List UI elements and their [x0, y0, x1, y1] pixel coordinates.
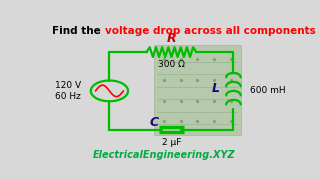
Text: voltage drop across all components: voltage drop across all components — [105, 26, 316, 36]
Text: C: C — [149, 116, 159, 129]
Text: 2 μF: 2 μF — [162, 138, 181, 147]
Text: 120 V: 120 V — [55, 81, 81, 90]
Text: L: L — [212, 82, 220, 95]
Text: ElectricalEngineering.XYZ: ElectricalEngineering.XYZ — [93, 150, 235, 160]
FancyBboxPatch shape — [154, 45, 241, 135]
Text: 60 Hz: 60 Hz — [55, 92, 81, 101]
Text: 600 mH: 600 mH — [250, 86, 285, 95]
Text: R: R — [167, 32, 176, 45]
Text: 300 Ω: 300 Ω — [158, 60, 185, 69]
Text: Find the: Find the — [52, 26, 105, 36]
